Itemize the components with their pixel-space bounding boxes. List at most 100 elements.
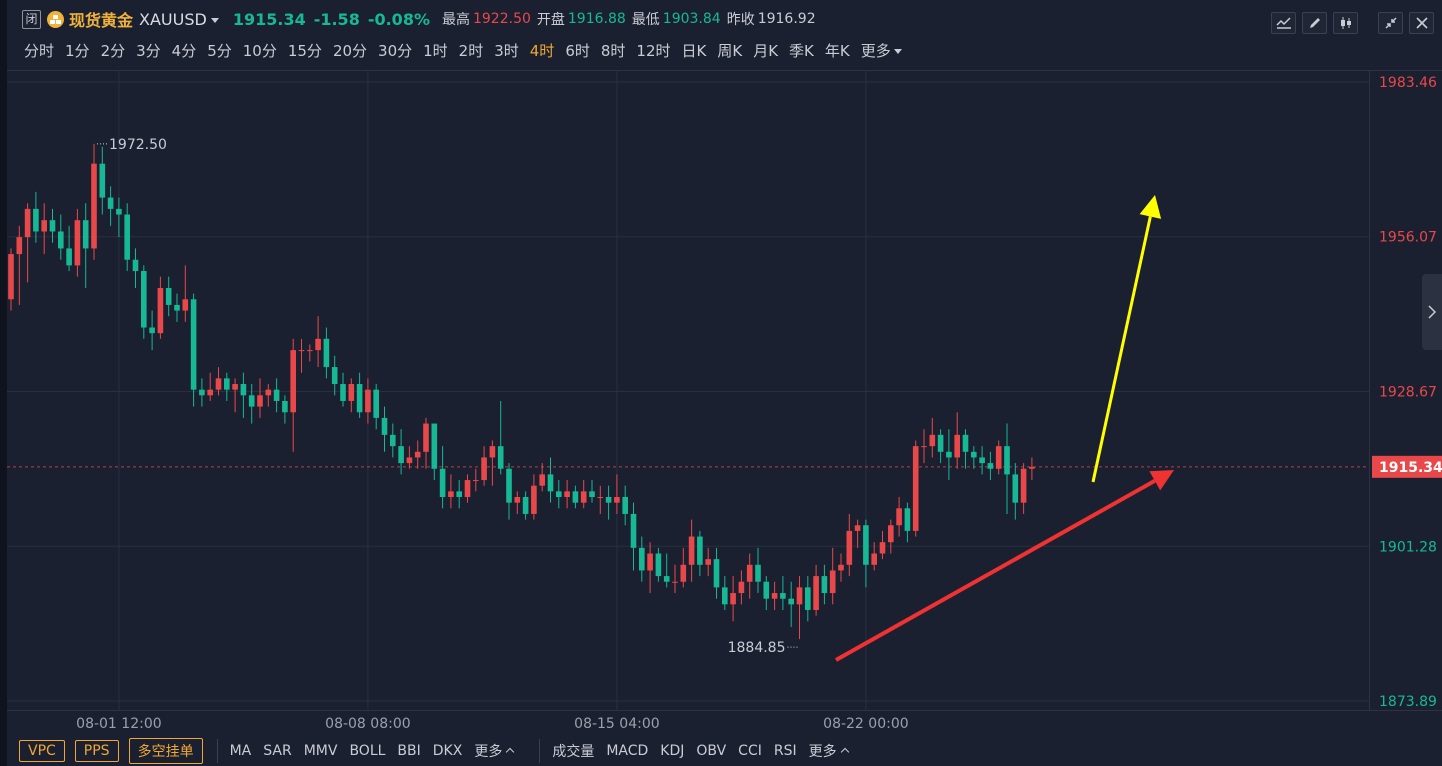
period-tab-21[interactable]: 年K [824,41,850,60]
period-tab-14[interactable]: 6时 [565,41,590,60]
candle-body-90 [755,564,761,582]
period-tab-11[interactable]: 2时 [458,41,484,60]
left-edge [0,0,7,766]
side-panel-toggle[interactable] [1422,274,1442,350]
candle-body-100 [838,564,844,571]
candle-body-113 [946,451,952,458]
candle-body-70 [589,491,595,498]
period-tab-0[interactable]: 分时 [24,41,55,60]
sub-indicator-1[interactable]: MACD [606,743,649,759]
close-icon[interactable] [1409,12,1434,34]
candle-body-36 [307,350,313,352]
quote-header: 闭 现货黄金 XAUUSD 1915.34 -1.58 -0.08% 最高 19… [22,6,822,32]
x-tick-label-0: 08-01 12:00 [76,716,161,732]
period-tab-13[interactable]: 4时 [529,41,555,60]
symbol-dropdown-icon[interactable] [210,18,219,23]
candle-body-62 [522,497,529,514]
current-price-tag [1372,455,1442,478]
candle-body-23 [199,389,205,396]
candle-body-63 [531,485,537,514]
candlestick-icon[interactable] [1333,12,1358,34]
period-tab-8[interactable]: 20分 [332,41,368,60]
draw-pen-icon[interactable] [1302,12,1327,34]
candlestick-chart[interactable]: 1983.46 1956.07 1928.67 1901.28 1873.89 08-01… [7,70,1442,732]
period-tab-12[interactable]: 3时 [494,41,519,60]
candle-body-80 [672,581,678,583]
red-arrow-annotation-head [1149,470,1174,491]
candle-body-92 [771,593,778,599]
main-indicator-1[interactable]: SAR [263,743,292,759]
candle-body-123 [1029,466,1035,469]
period-tab-19[interactable]: 月K [753,41,779,60]
sub-indicator-2[interactable]: KDJ [660,743,685,759]
period-tab-20[interactable]: 季K [789,41,814,60]
chevron-right-icon [1428,305,1436,319]
candle-body-33 [282,400,288,413]
overlay-button-0[interactable]: VPC [19,740,65,762]
candle-body-1 [16,237,23,255]
candle-body-111 [929,434,936,447]
candle-body-29 [248,395,255,407]
period-tab-10[interactable]: 1时 [423,41,448,60]
candle-body-66 [556,491,562,498]
instrument-symbol[interactable]: XAUUSD [139,9,207,29]
candle-body-84 [705,559,711,565]
overlay-button-2[interactable]: 多空挂单 [128,738,203,764]
main-indicator-4[interactable]: BBI [397,743,421,759]
period-tab-2[interactable]: 2分 [100,41,126,60]
period-tab-18[interactable]: 周K [717,41,743,60]
sub-indicator-more[interactable]: 更多 [809,741,849,761]
sub-indicator-0[interactable]: 成交量 [552,744,595,760]
main-more-label: 更多 [474,744,503,760]
candle-body-104 [871,553,877,565]
overlay-button-1[interactable]: PPS [74,740,119,762]
candle-body-37 [315,338,321,351]
candle-body-50 [423,423,429,452]
period-tab-3[interactable]: 3分 [136,41,161,60]
line-chart-icon[interactable] [1271,12,1296,34]
instrument-name[interactable]: 现货黄金 [69,11,134,30]
period-tab-9[interactable]: 30分 [378,41,413,60]
market-closed-badge: 闭 [22,9,41,29]
period-tab-4[interactable]: 4分 [171,41,197,60]
sub-indicator-5[interactable]: RSI [773,743,797,759]
period-tab-15[interactable]: 8时 [600,41,626,60]
main-indicator-3[interactable]: BOLL [349,743,386,759]
candle-body-47 [398,446,404,464]
candle-body-10 [91,163,97,249]
candle-body-42 [356,384,363,413]
candle-body-99 [829,570,836,594]
candle-body-25 [215,378,222,390]
period-more[interactable]: 更多 [861,40,902,61]
candle-body-108 [904,508,911,531]
candle-body-112 [937,434,944,452]
period-tab-5[interactable]: 5分 [207,41,232,60]
candle-body-4 [41,220,47,232]
period-tab-17[interactable]: 日K [681,41,707,60]
candle-body-28 [240,384,247,396]
main-indicator-2[interactable]: MMV [303,743,338,759]
candle-body-110 [921,446,927,448]
candle-body-61 [514,497,521,503]
prev-close-value: 1916.92 [757,11,816,27]
candle-body-20 [174,304,180,311]
sub-indicator-3[interactable]: OBV [696,743,727,759]
candle-body-38 [323,338,330,368]
candle-body-0 [8,254,14,300]
main-indicator-5[interactable]: DKX [432,743,463,759]
period-tab-1[interactable]: 1分 [65,41,90,60]
candle-body-117 [979,457,985,464]
candle-body-119 [995,446,1002,469]
candle-body-88 [738,581,745,594]
sub-indicator-4[interactable]: CCI [738,743,762,759]
yellow-arrow-annotation-head [1139,195,1162,219]
period-tab-6[interactable]: 10分 [242,41,277,60]
gold-icon [47,10,64,28]
period-tab-7[interactable]: 15分 [287,41,322,60]
period-tab-16[interactable]: 12时 [636,41,671,60]
collapse-icon[interactable] [1378,12,1403,34]
main-indicator-0[interactable]: MA [229,743,252,759]
main-indicator-more[interactable]: 更多 [474,741,515,761]
max-price-label: 1972.50 [109,137,167,153]
